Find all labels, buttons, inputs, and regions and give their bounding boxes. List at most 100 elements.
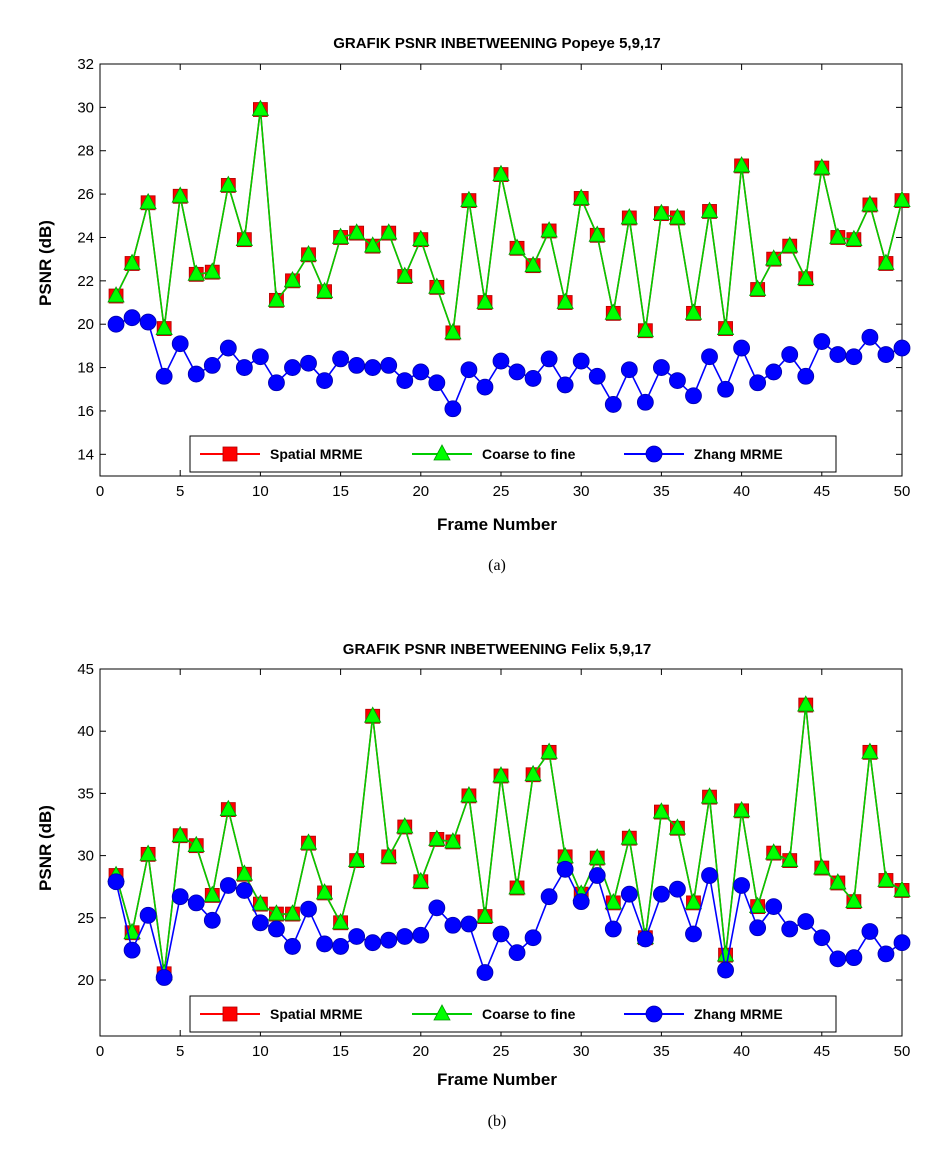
data-point xyxy=(380,931,398,949)
data-point xyxy=(428,829,446,846)
data-point xyxy=(556,376,574,394)
data-point xyxy=(444,916,462,934)
data-point xyxy=(636,930,654,948)
data-point xyxy=(620,361,638,379)
data-point xyxy=(428,374,446,392)
legend-label: Coarse to fine xyxy=(482,446,576,462)
data-point xyxy=(652,203,671,221)
y-tick-label: 14 xyxy=(77,446,94,463)
legend-label: Spatial MRME xyxy=(270,1006,363,1022)
data-point xyxy=(412,229,430,247)
data-point xyxy=(540,888,558,906)
data-point xyxy=(829,346,847,363)
data-point xyxy=(380,223,398,240)
data-point xyxy=(893,339,911,357)
data-point xyxy=(203,911,221,929)
data-point xyxy=(396,928,414,945)
data-point xyxy=(572,352,590,370)
data-point xyxy=(460,915,478,933)
x-tick-label: 35 xyxy=(653,483,670,500)
y-tick-label: 40 xyxy=(77,723,94,740)
data-point xyxy=(508,944,526,962)
data-point xyxy=(877,945,895,963)
data-point xyxy=(861,742,879,759)
data-point xyxy=(845,949,863,967)
legend: Spatial MRME Coarse to fine Zhang MRME xyxy=(189,435,837,473)
data-point xyxy=(316,935,333,953)
x-tick-label: 30 xyxy=(573,1043,590,1060)
data-point xyxy=(556,292,574,309)
legend-label: Spatial MRME xyxy=(270,446,363,462)
data-point xyxy=(604,396,622,413)
data-point xyxy=(299,244,318,262)
data-point xyxy=(716,318,735,335)
x-tick-label: 5 xyxy=(176,1043,184,1060)
data-point xyxy=(444,832,462,849)
data-point xyxy=(460,786,478,803)
data-point xyxy=(476,378,494,396)
data-point xyxy=(540,350,558,368)
data-point xyxy=(845,348,863,366)
data-point xyxy=(524,764,542,782)
x-tick-label: 45 xyxy=(813,483,830,500)
data-point xyxy=(732,800,751,818)
data-point xyxy=(299,833,318,850)
data-point xyxy=(284,938,301,955)
data-point xyxy=(219,799,237,816)
data-point xyxy=(364,706,382,723)
data-point xyxy=(476,906,494,923)
data-point xyxy=(380,847,398,864)
data-point xyxy=(508,363,526,381)
y-axis-label: PSNR (dB) xyxy=(36,805,55,891)
y-tick-label: 22 xyxy=(77,273,94,290)
data-point xyxy=(797,367,815,385)
data-point xyxy=(765,363,783,381)
data-point xyxy=(476,964,494,981)
data-point xyxy=(813,333,831,350)
data-point xyxy=(620,828,638,845)
legend-marker xyxy=(433,444,451,461)
data-point xyxy=(685,925,702,943)
data-point xyxy=(235,864,254,881)
data-point xyxy=(733,339,750,357)
data-point xyxy=(187,264,205,281)
data-point xyxy=(620,208,638,225)
data-point xyxy=(171,825,189,843)
data-point xyxy=(364,236,382,253)
y-tick-label: 20 xyxy=(77,316,94,333)
y-tick-label: 20 xyxy=(77,972,94,989)
data-point xyxy=(460,190,478,208)
data-point xyxy=(540,221,558,238)
x-tick-label: 15 xyxy=(332,483,349,500)
data-point xyxy=(636,393,654,411)
data-point xyxy=(283,904,302,921)
figure-caption: (a) xyxy=(488,557,506,574)
legend: Spatial MRME Coarse to fine Zhang MRME xyxy=(189,995,837,1033)
x-tick-label: 15 xyxy=(332,1043,349,1060)
data-point xyxy=(700,201,719,218)
legend-marker xyxy=(645,445,663,463)
data-point xyxy=(749,919,767,937)
data-point xyxy=(107,873,125,891)
legend-box xyxy=(189,435,837,473)
data-point xyxy=(813,929,831,947)
data-point xyxy=(524,370,542,387)
legend-marker xyxy=(222,1006,238,1022)
data-point xyxy=(187,894,205,912)
data-point xyxy=(588,867,606,884)
data-point xyxy=(636,320,655,338)
x-tick-label: 10 xyxy=(252,1043,269,1060)
data-point xyxy=(348,928,366,945)
data-point xyxy=(572,893,590,911)
data-point xyxy=(684,893,703,910)
data-point xyxy=(428,899,446,917)
y-axis-label: PSNR (dB) xyxy=(36,220,55,306)
chart-title: GRAFIK PSNR INBETWEENING Popeye 5,9,17 xyxy=(333,35,661,52)
data-point xyxy=(235,229,254,247)
y-tick-label: 30 xyxy=(77,99,94,116)
legend-marker xyxy=(433,1004,451,1021)
data-point xyxy=(829,873,847,890)
data-point xyxy=(685,387,702,405)
x-tick-label: 30 xyxy=(573,483,590,500)
x-tick-label: 5 xyxy=(176,483,184,500)
